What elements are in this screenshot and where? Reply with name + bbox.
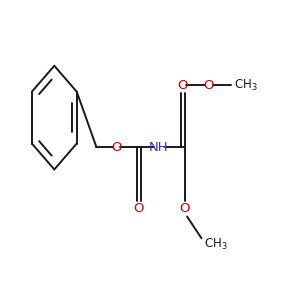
Text: NH: NH — [149, 141, 169, 154]
Text: O: O — [111, 141, 122, 154]
Text: O: O — [204, 79, 214, 92]
Text: CH$_3$: CH$_3$ — [205, 237, 228, 252]
Text: O: O — [133, 202, 144, 215]
Text: O: O — [177, 79, 188, 92]
Text: CH$_3$: CH$_3$ — [234, 78, 258, 93]
Text: O: O — [179, 202, 190, 215]
